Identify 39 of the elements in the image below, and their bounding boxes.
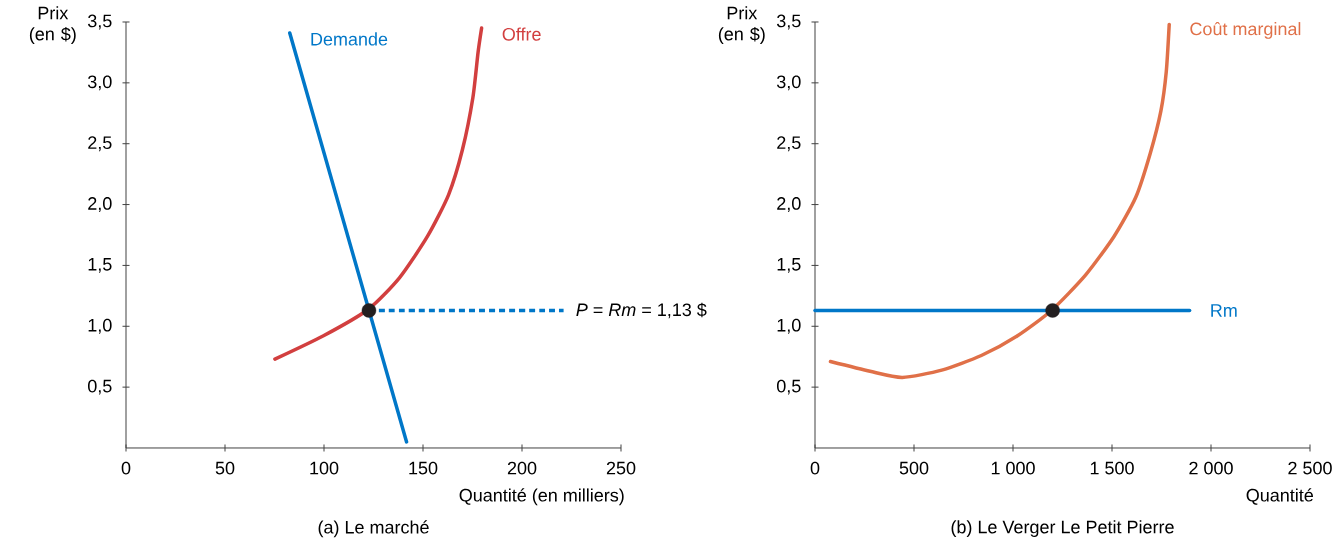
x-tick-label: 1 500 (1090, 461, 1134, 475)
x-tick-label: 200 (507, 461, 537, 475)
series-label: Offre (502, 27, 541, 41)
y-tick-label: 3,5 (776, 14, 801, 30)
x-tick-label: 150 (409, 461, 438, 475)
annotation: P = Rm = 1,13 $ (576, 302, 707, 319)
x-tick-label: 2 500 (1288, 461, 1332, 475)
x-tick-label: 250 (606, 461, 636, 475)
line-series (828, 22, 1171, 380)
y-axis-title: Prix (en $) (29, 6, 76, 44)
y-axis-title: Prix (en $) (718, 6, 765, 44)
x-tick-label: 0 (121, 461, 131, 475)
y-tick-label: 2,5 (88, 136, 112, 152)
y-tick-label: 3,0 (87, 75, 112, 91)
x-tick-label: 50 (215, 461, 235, 475)
y-tick-label: 2,0 (777, 197, 801, 212)
y-tick-label: 2,0 (88, 197, 112, 212)
y-tick-label: 3,0 (776, 75, 801, 91)
text: (b) Le Verger Le Petit Pierre (951, 520, 1174, 537)
y-tick-label: 1,5 (88, 258, 112, 273)
y-tick-label: 0,5 (776, 379, 801, 395)
y-tick-label: 0,5 (88, 379, 112, 395)
x-tick-label: 0 (810, 461, 820, 475)
y-tick-label: 1,5 (777, 258, 801, 273)
line-series (273, 26, 484, 361)
y-tick-label: 1,0 (88, 318, 112, 334)
x-tick-label: 100 (310, 461, 339, 475)
x-tick-label: 1 000 (991, 461, 1035, 475)
series-label: Coût marginal (1190, 22, 1301, 39)
x-axis-title: Quantité (1246, 488, 1313, 505)
y-tick-label: 2,5 (777, 136, 801, 152)
x-tick-label: 500 (899, 461, 929, 475)
text: (a) Le marché (318, 520, 429, 538)
series-label: Rm (1211, 304, 1237, 317)
x-axis-title: Quantité (en milliers) (459, 488, 624, 506)
x-tick-label: 2 000 (1189, 461, 1233, 475)
y-tick-label: 3,5 (87, 14, 112, 30)
y-tick-label: 1,0 (777, 318, 801, 334)
series-label: Demande (311, 32, 388, 46)
